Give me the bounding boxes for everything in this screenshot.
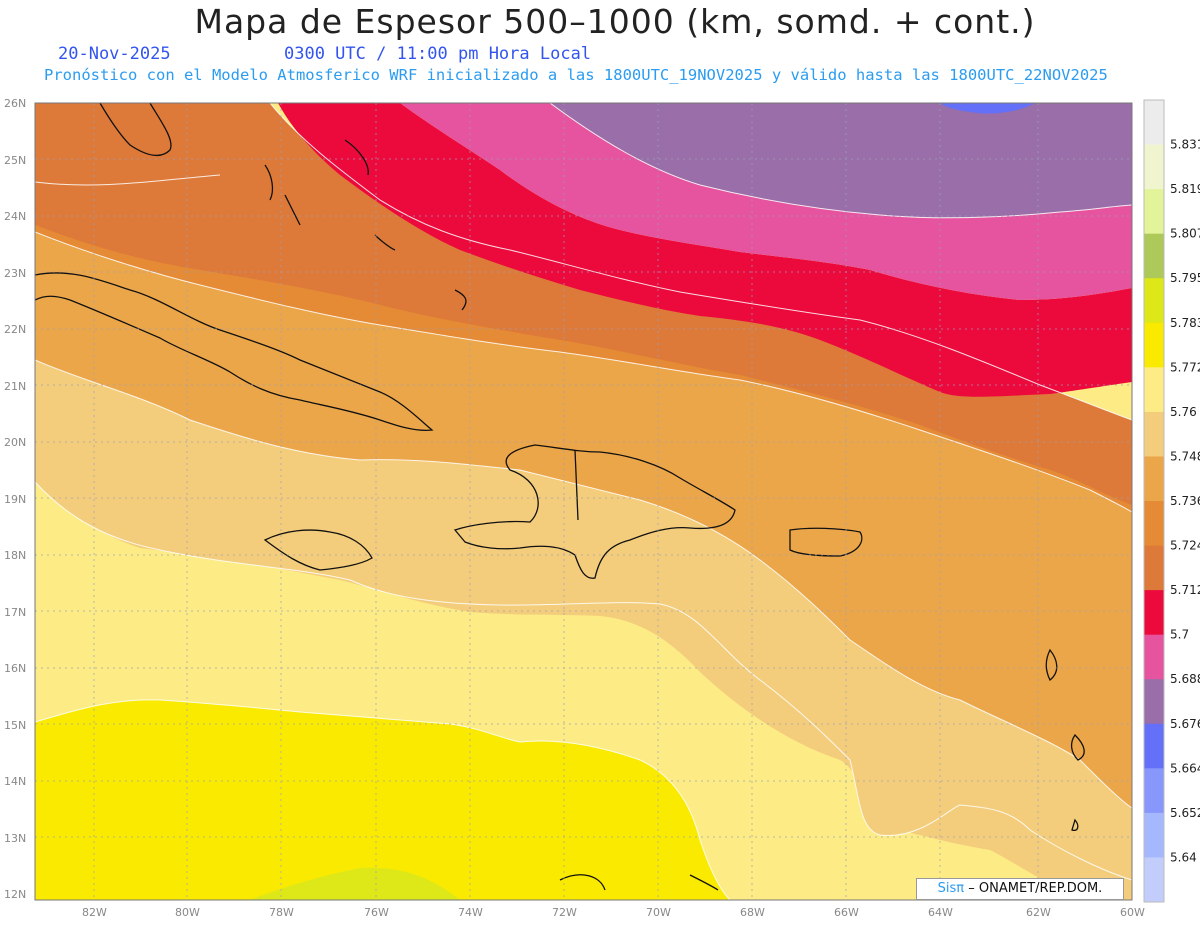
- lon-label: 78W: [269, 906, 294, 919]
- colorbar-swatch: [1144, 634, 1164, 680]
- colorbar-label: 5.676: [1170, 717, 1200, 731]
- lon-label: 74W: [458, 906, 483, 919]
- colorbar-label: 5.795: [1170, 271, 1200, 285]
- lat-label: 17N: [4, 606, 26, 619]
- band-5724-inner: [35, 225, 1132, 512]
- band-5712: [35, 103, 1132, 505]
- colorbar-label: 5.783: [1170, 316, 1200, 330]
- colorbar-swatch: [1144, 590, 1164, 636]
- colorbar-label: 5.652: [1170, 806, 1200, 820]
- credit-box: Sisπ – ONAMET/REP.DOM.: [916, 878, 1124, 900]
- colorbar-swatch: [1144, 144, 1164, 190]
- contour-lines: [35, 103, 1132, 900]
- lon-label: 62W: [1026, 906, 1051, 919]
- colorbar-swatch: [1144, 189, 1164, 235]
- lon-label: 76W: [364, 906, 389, 919]
- latitude-axis: 26N 25N 24N 23N 22N 21N 20N 19N 18N 17N …: [4, 97, 26, 901]
- colorbar-swatch: [1144, 367, 1164, 413]
- colorbar-label: 5.748: [1170, 449, 1200, 463]
- colorbar-swatch: [1144, 501, 1164, 547]
- lon-label: 64W: [928, 906, 953, 919]
- lat-label: 24N: [4, 210, 26, 223]
- band-5736: [35, 232, 1132, 808]
- colorbar-label: 5.64: [1170, 850, 1197, 864]
- colorbar-label: 5.772: [1170, 360, 1200, 374]
- band-5772: [35, 699, 730, 900]
- band-5664: [940, 103, 1035, 114]
- colorbar-label: 5.7: [1170, 628, 1189, 642]
- lat-label: 25N: [4, 154, 26, 167]
- lat-label: 16N: [4, 662, 26, 675]
- colorbar-label: 5.688: [1170, 672, 1200, 686]
- colorbar-swatch: [1144, 857, 1164, 903]
- lat-label: 23N: [4, 267, 26, 280]
- colorbar-swatch: [1144, 278, 1164, 324]
- lat-label: 18N: [4, 549, 26, 562]
- colorbar-swatch: [1144, 322, 1164, 368]
- model-subtitle: Pronóstico con el Modelo Atmosferico WRF…: [44, 66, 1108, 84]
- colorbar-label: 5.807: [1170, 227, 1200, 241]
- band-5700: [278, 103, 1132, 397]
- map-title: Mapa de Espesor 500–1000 (km, somd. + co…: [194, 2, 1036, 41]
- lat-label: 21N: [4, 380, 26, 393]
- forecast-date: 20-Nov-2025: [58, 44, 171, 64]
- band-5688: [400, 103, 1132, 300]
- map-frame: [34, 102, 1133, 901]
- lat-label: 20N: [4, 436, 26, 449]
- lon-label: 68W: [740, 906, 765, 919]
- thickness-field: [35, 103, 1132, 900]
- lon-label: 70W: [646, 906, 671, 919]
- gridlines: [35, 103, 1132, 900]
- colorbar-frame: [1143, 99, 1165, 903]
- colorbar-label: 5.831: [1170, 138, 1200, 152]
- colorbar: 5.831 5.819 5.807 5.795 5.783 5.772 5.76 5.748 5…: [1143, 99, 1200, 903]
- lon-label: 82W: [82, 906, 107, 919]
- band-5783: [250, 867, 460, 900]
- colorbar-swatch: [1144, 411, 1164, 457]
- lon-label: 66W: [834, 906, 859, 919]
- colorbar-label: 5.712: [1170, 583, 1200, 597]
- lat-label: 22N: [4, 323, 26, 336]
- colorbar-swatch: [1144, 723, 1164, 769]
- colorbar-swatch: [1144, 768, 1164, 814]
- lat-label: 19N: [4, 493, 26, 506]
- band-5676: [550, 103, 1132, 218]
- colorbar-swatch: [1144, 812, 1164, 858]
- colorbar-swatch: [1144, 100, 1164, 146]
- colorbar-swatch: [1144, 545, 1164, 591]
- longitude-axis: 82W 80W 78W 76W 74W 72W 70W 68W 66W 64W …: [82, 906, 1145, 919]
- lat-label: 13N: [4, 832, 26, 845]
- lat-label: 14N: [4, 775, 26, 788]
- credit-text: – ONAMET/REP.DOM.: [968, 881, 1103, 896]
- lon-label: 60W: [1120, 906, 1145, 919]
- forecast-time: 0300 UTC / 11:00 pm Hora Local: [284, 44, 592, 64]
- colorbar-label: 5.664: [1170, 761, 1200, 775]
- lon-label: 80W: [175, 906, 200, 919]
- colorbar-label: 5.819: [1170, 182, 1200, 196]
- lat-label: 15N: [4, 719, 26, 732]
- lat-label: 26N: [4, 97, 26, 110]
- colorbar-label: 5.736: [1170, 494, 1200, 508]
- colorbar-label: 5.724: [1170, 539, 1200, 553]
- lon-label: 72W: [552, 906, 577, 919]
- lat-label: 12N: [4, 888, 26, 901]
- colorbar-swatch: [1144, 456, 1164, 502]
- brand-logo: Sisπ: [937, 881, 965, 896]
- band-5748-upper: [35, 360, 1132, 880]
- coastlines: [35, 103, 1085, 891]
- colorbar-label: 5.76: [1170, 405, 1197, 419]
- colorbar-swatch: [1144, 679, 1164, 725]
- colorbar-swatch: [1144, 233, 1164, 279]
